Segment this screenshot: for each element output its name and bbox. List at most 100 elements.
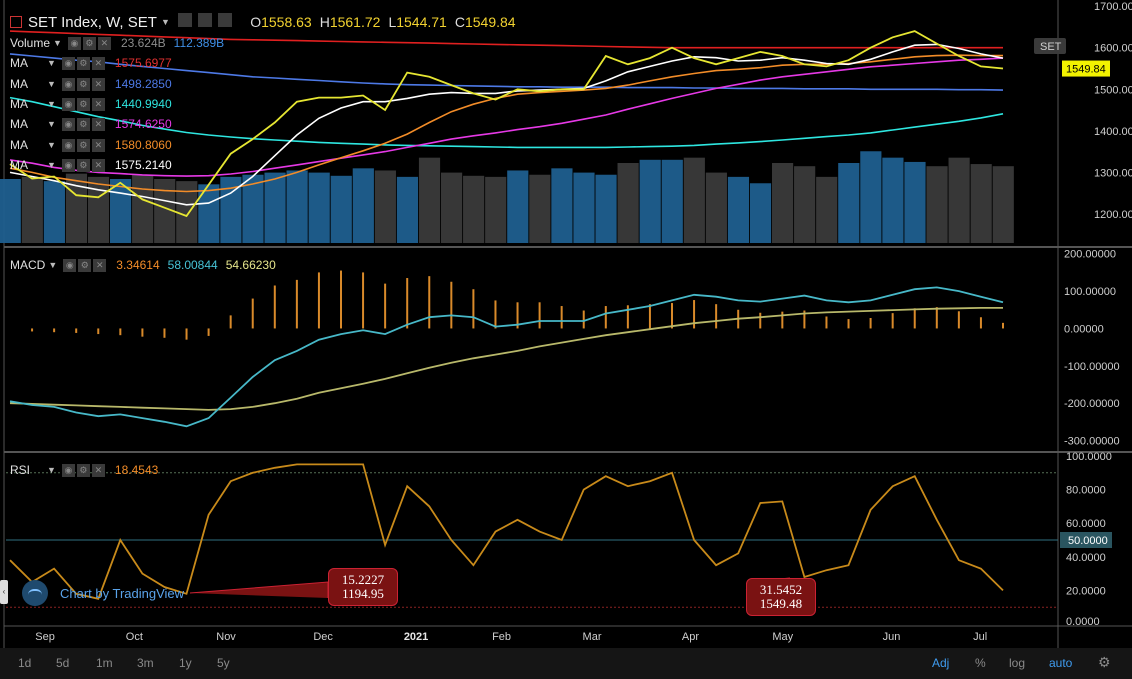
volume-bar (904, 161, 926, 243)
chevron-down-icon[interactable]: ▼ (47, 99, 56, 109)
rsi-50-tag (1060, 532, 1112, 548)
gear-icon[interactable]: ⚙ (1098, 654, 1111, 670)
volume-bar (727, 176, 750, 243)
gear-icon[interactable]: ⚙ (76, 463, 90, 477)
gear-icon[interactable]: ⚙ (76, 138, 90, 152)
scale-button-auto[interactable]: auto (1049, 656, 1073, 670)
legend-ma5[interactable]: MA ▼ ◉ ⚙ ✕ 1580.8060 (10, 138, 172, 152)
legend-label[interactable]: RSI (10, 463, 31, 477)
close-icon[interactable]: ✕ (93, 258, 107, 272)
volume-bar (440, 172, 463, 243)
chevron-down-icon[interactable]: ▼ (48, 260, 58, 270)
volume-bar (838, 163, 860, 243)
ma-line-ma_blue (9, 53, 1004, 91)
visibility-icon[interactable]: ◉ (67, 36, 81, 50)
volume-bar (683, 157, 705, 243)
legend-ma1[interactable]: MA ▼ ◉ ⚙ ✕ 1575.6977 (10, 56, 172, 70)
range-button-3m[interactable]: 3m (137, 656, 154, 670)
legend-label[interactable]: MA (10, 77, 28, 91)
chevron-down-icon[interactable]: ▼ (53, 38, 62, 48)
bottom-toolbar: 1d 5d 1m 3m 1y 5y Adj% log auto ⚙ (0, 648, 1132, 679)
legend-label[interactable]: MA (10, 158, 28, 172)
gear-icon[interactable] (198, 13, 213, 27)
symbol-icon (10, 16, 22, 28)
ohlc-key: L (388, 14, 397, 30)
volume-bar (948, 157, 970, 243)
time-axis-label: 2021 (404, 631, 428, 643)
legend-rsi[interactable]: RSI ▼ ◉ ⚙ ✕ 18.4543 (10, 463, 158, 477)
close-icon[interactable]: ✕ (91, 463, 105, 477)
chevron-down-icon[interactable]: ▼ (47, 160, 56, 170)
legend-label[interactable]: MA (10, 56, 28, 70)
tradingview-watermark[interactable]: Chart by TradingView (22, 580, 184, 606)
range-button-1m[interactable]: 1m (96, 656, 113, 670)
visibility-icon[interactable]: ◉ (63, 258, 77, 272)
range-button-1d[interactable]: 1d (18, 656, 32, 670)
close-icon[interactable]: ✕ (91, 77, 105, 91)
visibility-icon[interactable]: ◉ (61, 77, 75, 91)
gear-icon[interactable]: ⚙ (76, 56, 90, 70)
visibility-icon[interactable]: ◉ (61, 117, 75, 131)
volume-bar (0, 179, 21, 243)
legend-ma2[interactable]: MA ▼ ◉ ⚙ ✕ 1498.2850 (10, 77, 172, 91)
close-icon[interactable] (218, 13, 233, 27)
legend-label[interactable]: MA (10, 97, 28, 111)
chevron-down-icon[interactable]: ▼ (47, 58, 56, 68)
gear-icon[interactable]: ⚙ (76, 158, 90, 172)
symbol-title[interactable]: SET Index, W, SET (28, 13, 157, 31)
legend-value: 1580.8060 (114, 138, 172, 152)
close-icon[interactable]: ✕ (91, 97, 105, 111)
range-button-5d[interactable]: 5d (56, 656, 70, 670)
legend-label[interactable]: MA (10, 117, 28, 131)
volume-bar (198, 184, 220, 243)
gear-icon[interactable]: ⚙ (76, 77, 90, 91)
rsi-50-label: 50.0000 (1068, 535, 1108, 547)
gear-icon[interactable]: ⚙ (76, 97, 90, 111)
visibility-icon[interactable]: ◉ (61, 158, 75, 172)
chevron-down-icon[interactable]: ▼ (47, 140, 56, 150)
time-axis-label: Sep (35, 631, 55, 643)
range-button-1y[interactable]: 1y (179, 656, 192, 670)
legend-macd[interactable]: MACD ▼ ◉ ⚙ ✕ 3.34614 58.00844 54.66230 (10, 258, 276, 272)
volume-bar (21, 176, 43, 243)
volume-bar (926, 166, 948, 243)
close-icon[interactable]: ✕ (97, 36, 111, 50)
visibility-icon[interactable]: ◉ (61, 56, 75, 70)
visibility-icon[interactable]: ◉ (61, 138, 75, 152)
scroll-handle[interactable]: ‹ (0, 580, 8, 604)
visibility-icon[interactable]: ◉ (61, 463, 75, 477)
legend-label[interactable]: MA (10, 138, 28, 152)
close-icon[interactable]: ✕ (91, 117, 105, 131)
gear-icon[interactable]: ⚙ (78, 258, 92, 272)
chevron-down-icon[interactable]: ▼ (47, 79, 56, 89)
legend-volume[interactable]: Volume ▼ ◉ ⚙ ✕ 23.624B 112.389B (10, 36, 224, 50)
legend-ma4[interactable]: MA ▼ ◉ ⚙ ✕ 1574.6250 (10, 117, 172, 131)
close-icon[interactable]: ✕ (91, 138, 105, 152)
legend-label[interactable]: MACD (10, 258, 46, 272)
visibility-icon[interactable]: ◉ (61, 97, 75, 111)
price-tick-label: 1400.00 (1094, 126, 1132, 138)
scale-button-percent[interactable]: % (975, 656, 986, 670)
chevron-down-icon[interactable]: ▼ (47, 465, 56, 475)
callout-rsi-value: 31.5452 (759, 582, 803, 597)
range-button-5y[interactable]: 5y (217, 656, 230, 670)
scale-button-log[interactable]: log (1009, 656, 1026, 670)
visibility-icon[interactable] (177, 13, 192, 27)
scale-button-Adj[interactable]: Adj (932, 656, 950, 670)
rsi-tick-label: 0.0000 (1066, 616, 1100, 628)
chevron-down-icon[interactable]: ▼ (47, 119, 56, 129)
close-icon[interactable]: ✕ (91, 56, 105, 70)
volume-bar (330, 175, 352, 243)
callout-price-value: 1549.48 (759, 596, 803, 611)
callout-price-value: 1194.95 (342, 586, 384, 601)
time-axis-label: Apr (682, 631, 699, 643)
ma-line-ma_magenta (9, 57, 1004, 177)
legend-label[interactable]: Volume (10, 36, 51, 50)
legend-ma6[interactable]: MA ▼ ◉ ⚙ ✕ 1575.2140 (10, 158, 172, 172)
gear-icon[interactable]: ⚙ (76, 117, 90, 131)
chevron-down-icon[interactable]: ▼ (160, 17, 170, 27)
gear-icon[interactable]: ⚙ (82, 36, 96, 50)
close-icon[interactable]: ✕ (91, 158, 105, 172)
legend-ma3[interactable]: MA ▼ ◉ ⚙ ✕ 1440.9940 (10, 97, 172, 111)
